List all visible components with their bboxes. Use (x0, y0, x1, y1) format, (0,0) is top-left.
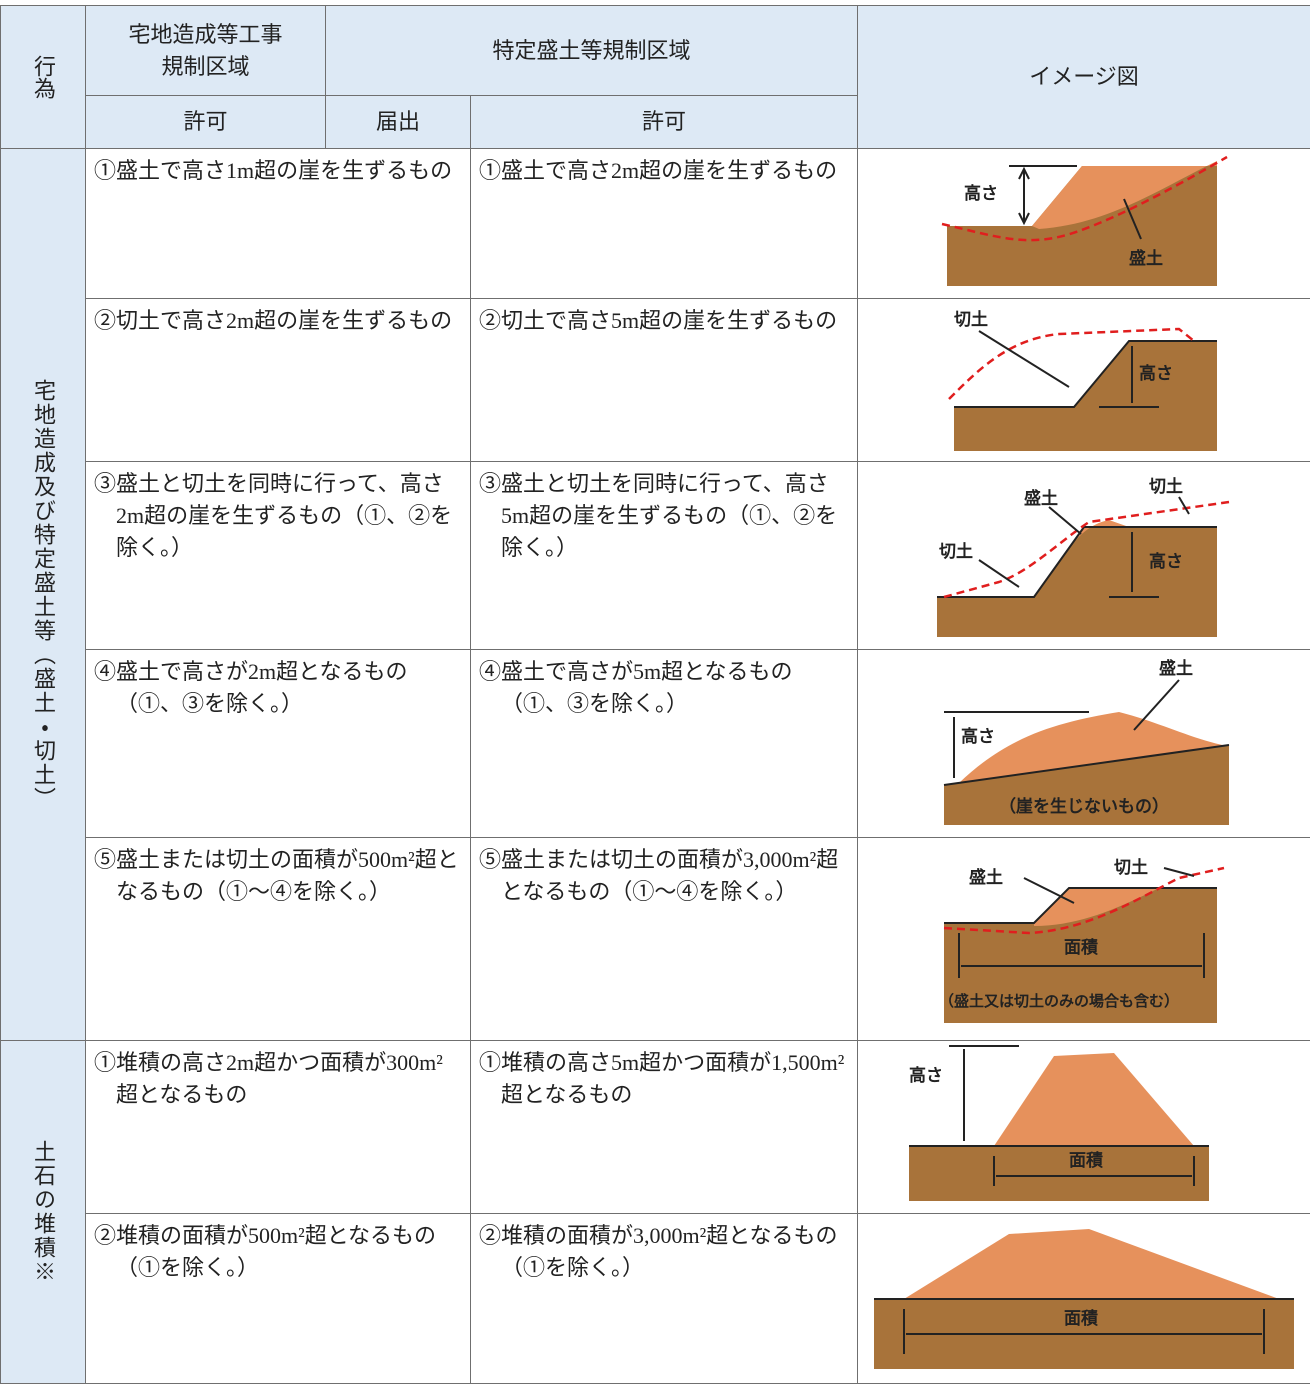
header-cell: 宅地造成等工事 規制区域 (85, 5, 326, 96)
diagram: 盛土 切土 面積 （盛土又は切土のみの場合も含む） (939, 857, 1225, 1023)
header-cell: 届出 (325, 95, 471, 149)
cell: ⑤盛土または切土の面積が500m²超となるもの（①～④を除く。） (85, 837, 471, 1041)
cell: ①盛土で高さ1m超の崖を生ずるもの (85, 148, 471, 299)
page: 行為 宅地造成等工事 規制区域 特定盛土等規制区域 イメージ図 許可 届出 許可… (0, 5, 1310, 1384)
image-label: 盛土 (1129, 248, 1163, 269)
regulation-table: 行為 宅地造成等工事 規制区域 特定盛土等規制区域 イメージ図 許可 届出 許可… (0, 5, 1310, 1384)
group-label: 宅地造成及び特定盛土等（盛土・切土） (0, 148, 86, 1041)
cell: ②堆積の面積が500m²超となるもの（①を除く。） (85, 1213, 471, 1384)
header-cell: 行為 (0, 5, 86, 149)
image-label: 盛土 (1024, 488, 1058, 509)
diagram: 盛土 高さ （崖を生じないもの） (943, 658, 1230, 825)
image-cell: 盛土 高さ （崖を生じないもの） (857, 649, 1310, 838)
image-label: 面積 (1064, 937, 1099, 958)
cell: ②切土で高さ2m超の崖を生ずるもの (85, 298, 471, 462)
diagram: 切土 高さ (948, 309, 1218, 451)
diagram: 盛土 切土 切土 高さ (937, 476, 1230, 637)
cell: ②堆積の面積が3,000m²超となるもの（①を除く。） (469, 1213, 859, 1384)
image-label: 切土 (1114, 857, 1148, 878)
image-label: （崖を生じないもの） (999, 796, 1169, 817)
cell: ②切土で高さ5m超の崖を生ずるもの (469, 298, 859, 462)
image-cell: 盛土 切土 切土 高さ (857, 461, 1310, 650)
cell: ⑤盛土または切土の面積が3,000m²超となるもの（①～④を除く。） (469, 837, 859, 1041)
header-cell: イメージ図 (857, 5, 1310, 149)
image-cell: 高さ 盛土 (857, 148, 1310, 299)
image-cell: 切土 高さ (857, 298, 1310, 462)
diagram: 高さ 盛土 (941, 155, 1228, 286)
cell: ③盛土と切土を同時に行って、高さ5m超の崖を生ずるもの（①、②を除く。） (469, 461, 859, 650)
group-label: 土石の堆積※ (0, 1040, 86, 1384)
cell: ①盛土で高さ2m超の崖を生ずるもの (469, 148, 859, 299)
image-cell: 高さ 面積 (857, 1040, 1310, 1214)
image-label: 高さ (1139, 363, 1173, 384)
image-label: 高さ (1149, 551, 1183, 572)
cell: ④盛土で高さが5m超となるもの（①、③を除く。） (469, 649, 859, 838)
image-cell: 面積 (857, 1213, 1310, 1384)
image-label: 切土 (939, 541, 973, 562)
image-label: 面積 (1064, 1308, 1099, 1329)
image-label: （盛土又は切土のみの場合も含む） (939, 992, 1179, 1010)
image-cell: 盛土 切土 面積 （盛土又は切土のみの場合も含む） (857, 837, 1310, 1041)
cell: ①堆積の高さ5m超かつ面積が1,500m²超となるもの (469, 1040, 859, 1214)
image-label: 切土 (954, 309, 988, 330)
header-cell: 特定盛土等規制区域 (324, 5, 859, 96)
cell: ①堆積の高さ2m超かつ面積が300m²超となるもの (85, 1040, 471, 1214)
image-label: 盛土 (969, 867, 1003, 888)
header-cell: 許可 (85, 95, 326, 149)
image-label: 高さ (909, 1065, 943, 1086)
diagram: 面積 (874, 1229, 1295, 1369)
diagram: 高さ 面積 (909, 1045, 1210, 1201)
header-cell: 許可 (469, 95, 859, 149)
cell: ③盛土と切土を同時に行って、高さ2m超の崖を生ずるもの（①、②を除く。） (85, 461, 471, 650)
cell: ④盛土で高さが2m超となるもの（①、③を除く。） (85, 649, 471, 838)
image-label: 高さ (964, 183, 998, 204)
image-label: 面積 (1069, 1150, 1104, 1171)
image-label: 切土 (1149, 476, 1183, 497)
image-label: 高さ (961, 726, 995, 747)
image-label: 盛土 (1159, 658, 1193, 679)
